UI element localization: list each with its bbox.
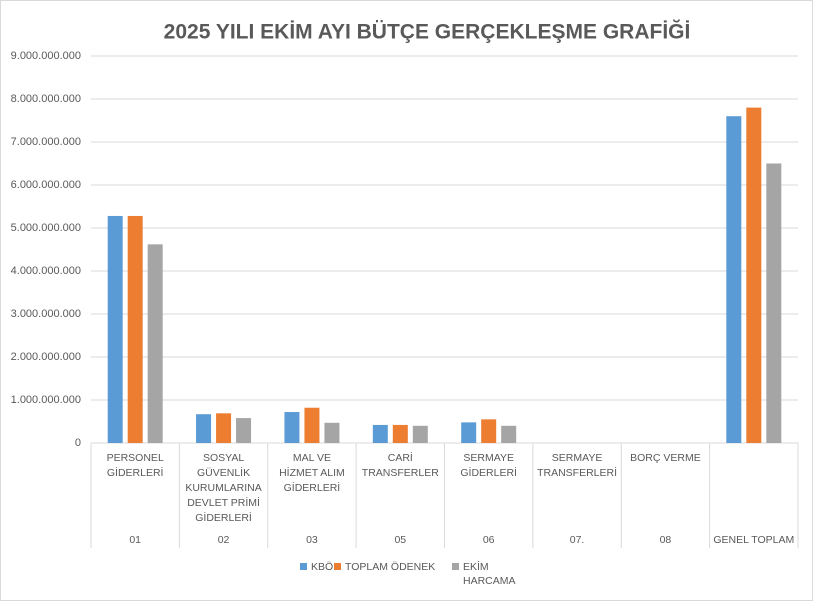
legend-label: EKİM HARCAMA <box>463 561 516 587</box>
x-category-label: SERMAYE TRANSFERLERİ <box>537 452 618 479</box>
bar <box>284 412 300 443</box>
bar <box>412 425 428 443</box>
x-category-label: CARİ TRANSFERLER <box>361 452 439 479</box>
bar <box>127 215 143 443</box>
legend-item: EKİM HARCAMA <box>452 560 524 588</box>
x-group-label: 07. <box>569 534 585 546</box>
x-group-label: 05 <box>394 534 407 546</box>
y-tick-label: 1.000.000.000 <box>11 394 81 406</box>
x-group-label: GENEL TOPLAM <box>713 534 795 546</box>
x-category-label: SOSYAL GÜVENLİK KURUMLARINA DEVLET PRİMİ… <box>185 452 262 524</box>
bar <box>746 107 762 443</box>
x-category-label: SERMAYE GİDERLERİ <box>460 452 517 479</box>
legend-swatch <box>334 563 341 570</box>
bar <box>196 414 212 443</box>
bar <box>147 244 163 443</box>
legend-label: TOPLAM ÖDENEK <box>345 561 436 573</box>
x-group-label: 06 <box>482 534 495 546</box>
x-category-label: PERSONEL GİDERLERİ <box>106 452 164 479</box>
bar <box>392 424 408 443</box>
bar <box>216 413 232 443</box>
bar <box>481 419 497 443</box>
x-group-label: 03 <box>306 534 318 546</box>
bar <box>324 422 340 443</box>
x-group-label: 01 <box>129 534 142 546</box>
y-tick-label: 0 <box>75 437 81 449</box>
x-group-label: 02 <box>217 534 230 546</box>
y-tick-label: 2.000.000.000 <box>11 351 81 363</box>
chart-title: 2025 YILI EKİM AYI BÜTÇE GERÇEKLEŞME GRA… <box>164 20 691 44</box>
bar <box>304 407 320 443</box>
legend-swatch <box>452 563 459 570</box>
x-category-label: MAL VE HİZMET ALIM GİDERLERİ <box>279 452 345 494</box>
y-tick-label: 6.000.000.000 <box>11 179 81 191</box>
x-category-label: BORÇ VERME <box>630 452 701 464</box>
bar <box>107 215 123 443</box>
bar <box>236 418 252 443</box>
y-tick-label: 5.000.000.000 <box>11 222 81 234</box>
bar <box>726 116 742 443</box>
bar <box>501 425 517 443</box>
bar <box>461 422 477 443</box>
legend-swatch <box>300 563 307 570</box>
y-tick-label: 7.000.000.000 <box>11 136 81 148</box>
x-group-label: 08 <box>659 534 672 546</box>
y-tick-label: 3.000.000.000 <box>11 308 81 320</box>
y-tick-label: 8.000.000.000 <box>11 93 81 105</box>
bar <box>372 424 388 443</box>
bar <box>766 163 782 443</box>
y-tick-label: 4.000.000.000 <box>11 265 81 277</box>
legend-item: TOPLAM ÖDENEK <box>334 560 435 574</box>
legend-item: KBÖ <box>300 560 333 574</box>
y-tick-label: 9.000.000.000 <box>11 50 81 62</box>
legend-label: KBÖ <box>311 561 334 573</box>
